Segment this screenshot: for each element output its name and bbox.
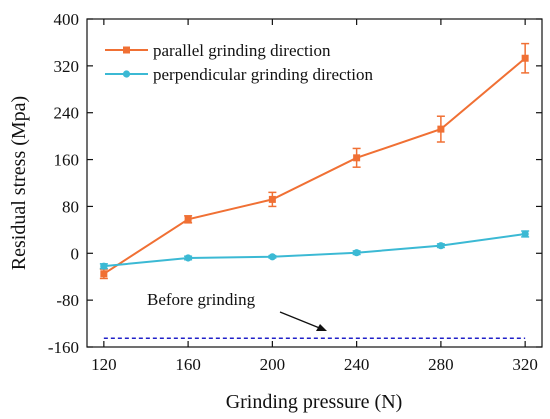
before-grinding-baseline: Before grinding (103, 290, 526, 339)
x-tick-label: 240 (344, 355, 370, 374)
y-axis-label: Residual stress (Mpa) (8, 96, 30, 270)
legend: parallel grinding direction perpendicular… (105, 41, 373, 84)
x-tick-label: 200 (260, 355, 286, 374)
data-point (184, 254, 192, 262)
baseline-label: Before grinding (147, 290, 256, 309)
y-tick-label: 320 (54, 57, 80, 76)
data-point (100, 262, 108, 270)
baseline-arrow-head (316, 324, 327, 331)
data-point (353, 249, 361, 257)
y-tick-label: 400 (54, 10, 80, 29)
legend-label: parallel grinding direction (153, 41, 331, 60)
data-point (521, 54, 529, 62)
data-point (268, 195, 276, 203)
data-point (437, 242, 445, 250)
x-tick-label: 320 (512, 355, 538, 374)
data-point (521, 230, 529, 238)
x-axis-ticks: 120 160 200 240 280 320 (91, 19, 538, 374)
plot-frame (86, 18, 543, 348)
legend-marker (122, 70, 131, 78)
y-tick-label: 240 (54, 104, 80, 123)
series-parallel (99, 42, 530, 280)
x-axis-label: Grinding pressure (N) (226, 391, 403, 413)
series-group (99, 42, 530, 280)
y-tick-label: 80 (62, 197, 79, 216)
x-tick-label: 160 (175, 355, 201, 374)
y-axis-ticks: -160 -80 0 80 160 240 320 400 (48, 10, 542, 357)
x-tick-label: 280 (428, 355, 454, 374)
data-point (184, 215, 192, 223)
y-tick-label: -160 (48, 338, 79, 357)
legend-label: perpendicular grinding direction (153, 65, 373, 84)
series-line (103, 57, 526, 275)
y-tick-label: 160 (54, 151, 80, 170)
legend-marker (123, 46, 130, 54)
series-line (103, 232, 526, 268)
data-point (100, 270, 108, 278)
data-point (353, 154, 361, 162)
y-tick-label: 0 (71, 244, 80, 263)
y-tick-label: -80 (56, 291, 79, 310)
series-perpendicular (99, 230, 530, 270)
x-tick-label: 120 (91, 355, 117, 374)
data-point (268, 253, 276, 261)
data-point (437, 125, 445, 133)
baseline-arrow-shaft (279, 311, 323, 330)
